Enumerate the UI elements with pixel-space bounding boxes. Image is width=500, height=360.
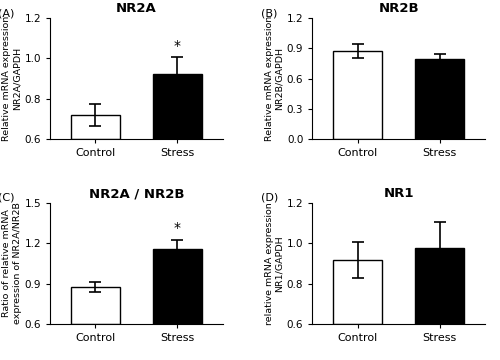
Y-axis label: Relative mRNA expression
NR2B/GAPDH: Relative mRNA expression NR2B/GAPDH (264, 16, 284, 141)
Bar (152, 74, 202, 139)
Bar (333, 51, 382, 139)
Text: (A): (A) (0, 8, 14, 18)
Bar (333, 260, 382, 324)
Title: NR1: NR1 (384, 187, 414, 200)
Bar (70, 287, 120, 324)
Text: *: * (174, 39, 181, 53)
Bar (70, 115, 120, 139)
Y-axis label: Relative mRNA expression
NR2A/GAPDH: Relative mRNA expression NR2A/GAPDH (2, 16, 21, 141)
Title: NR2B: NR2B (378, 3, 419, 15)
Bar (415, 248, 465, 324)
Text: (C): (C) (0, 193, 14, 203)
Y-axis label: relative mRNA expression
NR1/GAPDH: relative mRNA expression NR1/GAPDH (264, 202, 284, 325)
Y-axis label: Ratio of relative mRNA
expression of NR2A/NR2B: Ratio of relative mRNA expression of NR2… (2, 202, 21, 324)
Bar (152, 249, 202, 324)
Text: (B): (B) (260, 8, 277, 18)
Text: (D): (D) (260, 193, 278, 203)
Title: NR2A / NR2B: NR2A / NR2B (88, 187, 184, 200)
Bar (415, 59, 465, 139)
Text: *: * (174, 221, 181, 235)
Title: NR2A: NR2A (116, 3, 156, 15)
